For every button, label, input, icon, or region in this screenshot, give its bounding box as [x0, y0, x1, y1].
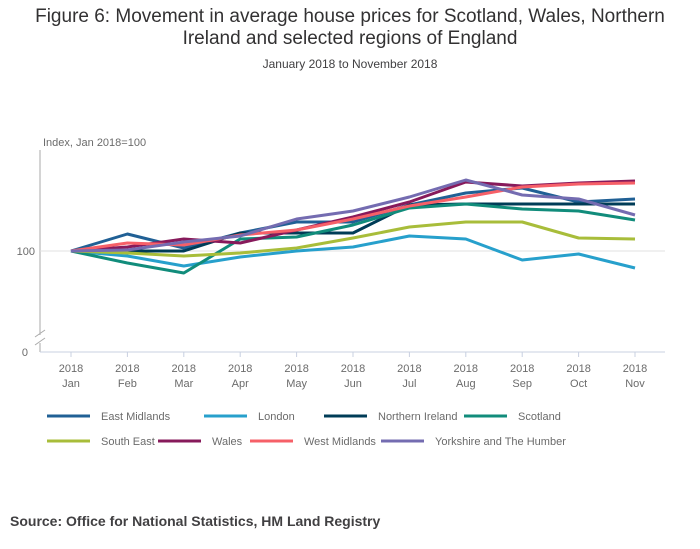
x-tick-year: 2018 [397, 363, 421, 375]
x-tick-year: 2018 [510, 363, 534, 375]
x-tick-year: 2018 [59, 363, 83, 375]
x-tick-month: May [286, 378, 307, 390]
source-note: Source: Office for National Statistics, … [10, 513, 381, 529]
series-line-london[interactable] [70, 234, 636, 270]
series-line-northern-ireland[interactable] [71, 202, 635, 253]
chart-title: Figure 6: Movement in average house pric… [0, 6, 700, 50]
x-tick-month: Nov [625, 378, 645, 390]
legend-label: Yorkshire and The Humber [435, 436, 566, 448]
legend-label: Wales [212, 436, 243, 448]
legend-label: London [258, 411, 295, 423]
x-tick-year: 2018 [566, 363, 590, 375]
x-tick-year: 2018 [623, 363, 647, 375]
x-tick-year: 2018 [284, 363, 308, 375]
legend-label: Northern Ireland [378, 411, 458, 423]
legend-item[interactable]: Wales [158, 436, 243, 448]
x-tick-month: Jul [402, 378, 416, 390]
legend-label: East Midlands [101, 411, 171, 423]
x-tick-month: Jan [62, 378, 80, 390]
x-tick-month: Oct [570, 378, 587, 390]
legend-item[interactable]: South East [47, 436, 155, 448]
x-tick-year: 2018 [341, 363, 365, 375]
legend-item[interactable]: East Midlands [47, 411, 171, 423]
legend-label: South East [101, 436, 155, 448]
chart-title-line2: Ireland and selected regions of England [182, 28, 518, 49]
x-tick-year: 2018 [454, 363, 478, 375]
legend-label: Scotland [518, 411, 561, 423]
x-tick-year: 2018 [228, 363, 252, 375]
y-tick-label-0: 0 [22, 347, 28, 359]
legend-item[interactable]: Scotland [464, 411, 561, 423]
legend-item[interactable]: London [204, 411, 295, 423]
legend-item[interactable]: West Midlands [250, 436, 376, 448]
chart-subtitle: January 2018 to November 2018 [262, 57, 438, 71]
x-tick-month: Feb [118, 378, 137, 390]
series-line-yorkshire-and-the-humber[interactable] [70, 178, 636, 253]
series-line-south-east[interactable] [70, 220, 636, 258]
legend-label: West Midlands [304, 436, 376, 448]
x-tick-month: Mar [174, 378, 193, 390]
series-line-scotland[interactable] [70, 202, 636, 275]
y-axis-label: Index, Jan 2018=100 [43, 137, 146, 149]
chart-title-line1: Figure 6: Movement in average house pric… [35, 6, 665, 27]
legend-item[interactable]: Northern Ireland [324, 411, 458, 423]
x-tick-month: Aug [456, 378, 476, 390]
y-tick-label-100: 100 [17, 246, 35, 258]
x-tick-month: Apr [232, 378, 249, 390]
x-tick-year: 2018 [115, 363, 139, 375]
x-tick-month: Jun [344, 378, 362, 390]
axis-break-mark [34, 337, 46, 346]
axis-break-mark [34, 329, 46, 338]
x-tick-month: Sep [512, 378, 532, 390]
x-tick-year: 2018 [172, 363, 196, 375]
legend-item[interactable]: Yorkshire and The Humber [381, 436, 566, 448]
